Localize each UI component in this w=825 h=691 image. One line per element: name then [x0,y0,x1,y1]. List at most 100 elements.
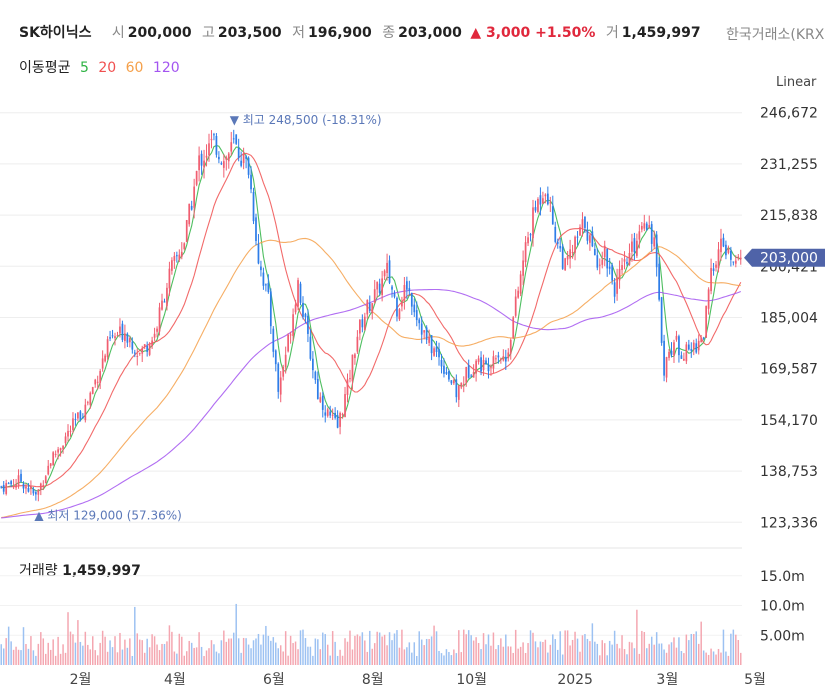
candle-body [579,227,581,236]
candle-body [584,216,586,228]
candle-body [5,483,8,494]
candle-body [549,202,552,204]
volume-bar [391,640,393,665]
candle-body [274,350,277,365]
price-tick-label: 215,838 [760,208,818,224]
ma120-line [1,288,742,519]
volume-bar [307,646,309,665]
volume-bar [235,603,237,665]
volume-bar [119,632,121,665]
candle-body [344,394,346,417]
candle-body [425,327,428,340]
candle-body [30,486,32,490]
candle-body [203,160,205,168]
volume-bar [443,655,445,665]
candle-body [141,348,144,354]
grid-lines [0,112,742,636]
candle-body [52,452,55,466]
candle-body [22,483,25,489]
volume-bar [594,641,596,665]
candle-body [497,355,500,358]
volume-bar [524,652,527,665]
candle-body [571,252,574,254]
volume-title: 거래량 [19,563,58,579]
volume-bar [0,644,2,665]
volume-bar [329,655,331,665]
volume-bar [529,630,532,665]
volume-bar [82,645,84,665]
volume-bar [45,653,47,665]
volume-bar [406,647,408,665]
candle-body [544,194,547,197]
candle-body [94,379,97,385]
candle-body [193,186,196,208]
volume-bar [688,640,690,665]
candle-body [509,339,512,354]
candle-body [240,160,243,166]
volume-bar [260,644,262,665]
volume-bar [596,643,599,665]
volume-bar [79,641,82,665]
candle-body [636,240,638,256]
candle-body [336,415,339,428]
volume-bar [324,634,326,665]
candle-body [739,257,742,260]
volume-bar [537,647,539,665]
volume-bar [136,633,139,665]
volume-bar [510,646,512,665]
volume-bar [275,642,277,665]
volume-bar [705,652,707,665]
volume-bar [262,634,265,665]
candle-body [702,337,705,339]
candle-body [452,380,455,384]
candle-body [420,323,423,335]
volume-bar [297,649,299,665]
volume-bar [440,653,443,665]
candle-body [480,357,482,372]
volume-bar [373,643,376,665]
volume-bar [294,641,297,665]
volume-bar [423,645,425,665]
volume-bar [658,643,660,665]
volume-bar [480,649,482,665]
candle-body [62,445,64,450]
candle-body [660,297,663,343]
volume-bar [5,638,7,665]
candle-body [319,397,322,402]
volume-bar [59,653,62,665]
volume-bar [210,640,213,665]
volume-bar [195,647,198,665]
high-value: 203,500 [217,25,282,41]
volume-panel-title: 거래량 1,459,997 [19,560,141,580]
candle-body [190,205,193,210]
volume-bar [566,630,569,665]
candle-body [589,235,591,243]
volume-value: 1,459,997 [621,25,701,41]
volume-bar [636,609,638,665]
scale-mode-toggle[interactable]: Linear [776,75,817,90]
candle-body [143,344,146,347]
candle-body [413,304,416,313]
volume-label: 거 [605,25,619,41]
candle-body [91,387,94,394]
volume-bar [304,638,307,665]
volume-bar [346,641,349,665]
candle-body [502,356,505,361]
volume-bar [735,634,737,665]
moving-average-legend[interactable]: 이동평균 5 20 60 120 [19,57,185,77]
volume-bar [591,623,594,665]
candle-body [312,358,314,371]
volume-bar [139,639,141,665]
ma20-label: 20 [98,60,117,76]
volume-bar [185,651,188,665]
candle-body [84,404,87,421]
candle-body [532,207,534,239]
candle-body [700,337,703,343]
volume-bar [158,650,161,665]
candle-body [166,287,168,307]
candle-body [388,260,391,283]
volume-bar [574,631,576,665]
volume-bar [7,626,10,665]
volume-bar [25,644,27,665]
